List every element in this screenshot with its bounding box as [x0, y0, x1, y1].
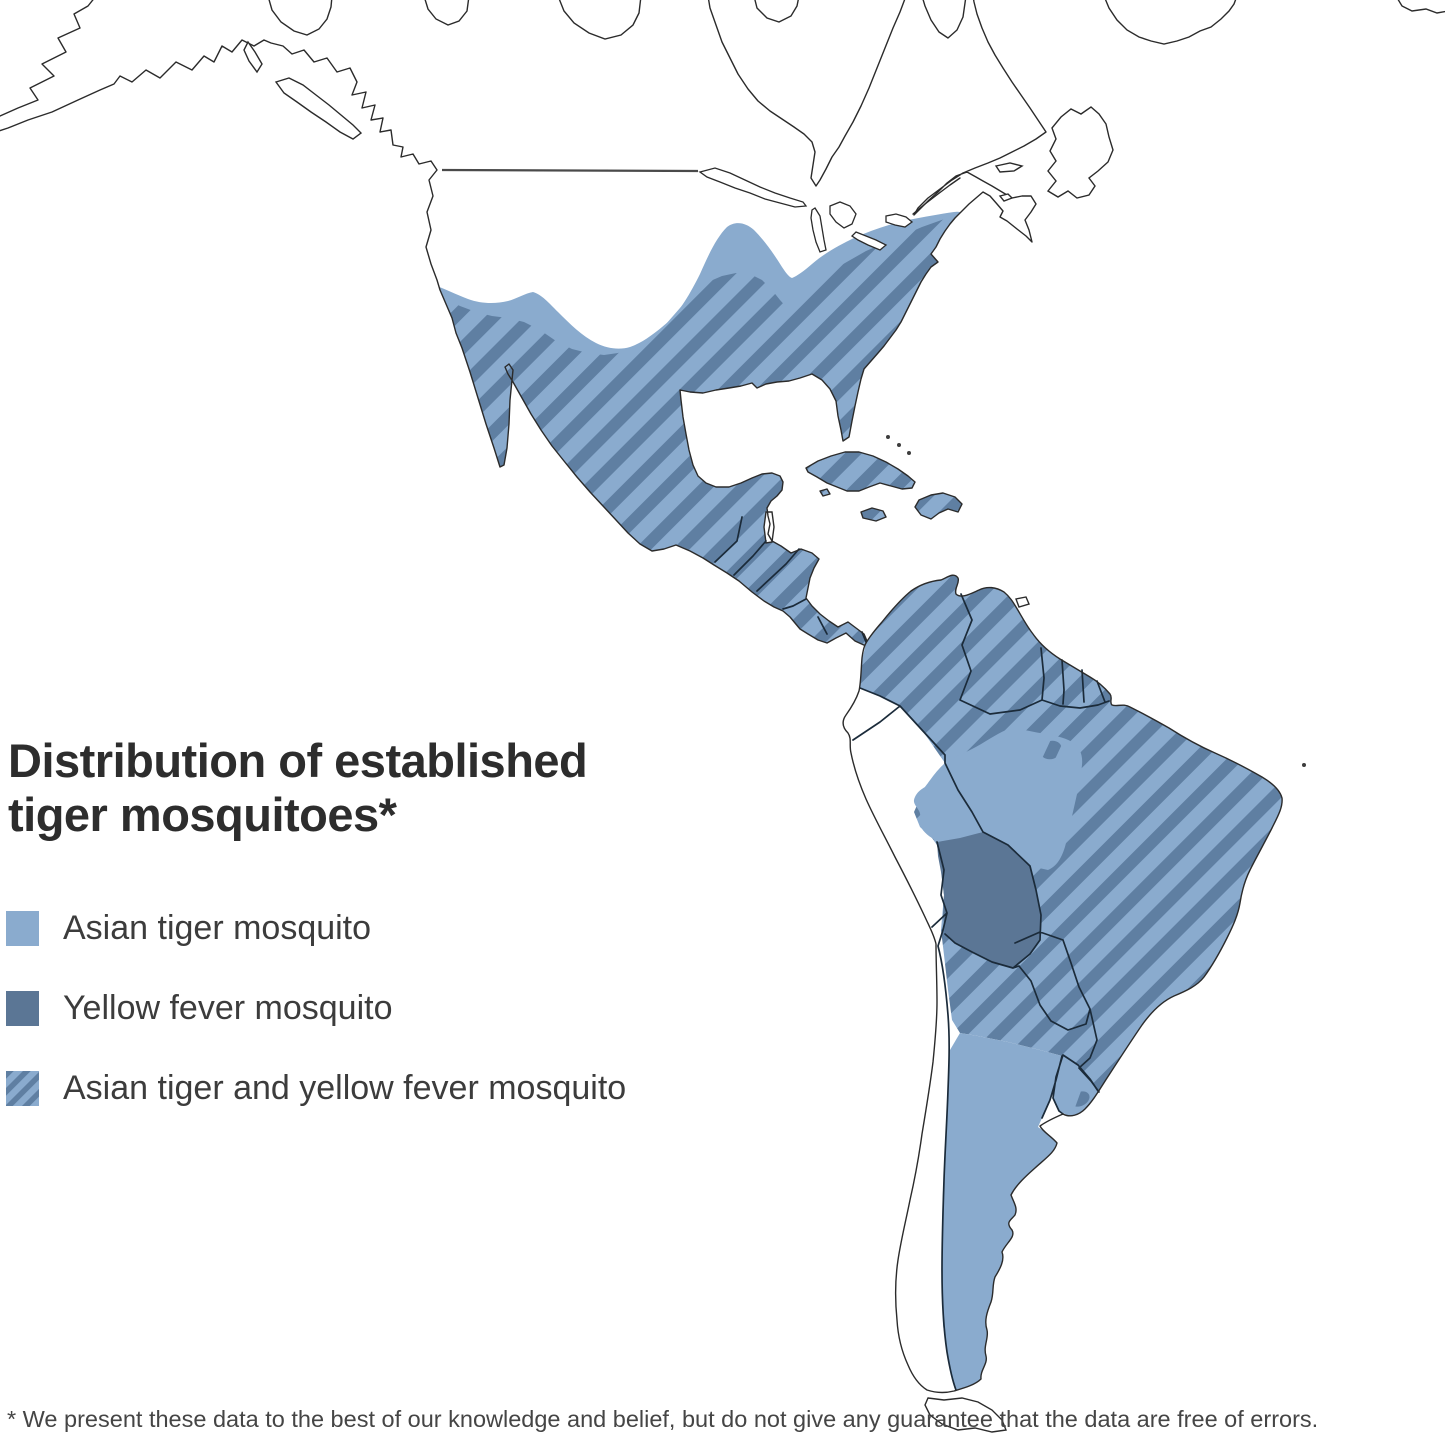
bahamas-islet-1 [886, 435, 890, 439]
lake-ontario [885, 213, 914, 228]
lake-michigan [810, 207, 827, 253]
hatch-hole-in-amazon-blob [1040, 740, 1062, 760]
footnote: * We present these data to the best of o… [7, 1406, 1319, 1432]
legend-item-asian-tiger: Asian tiger mosquito [6, 908, 371, 948]
south-america-country-borders [852, 593, 1110, 1391]
us-canada-border [441, 168, 699, 173]
cuba [805, 451, 916, 492]
bahamas-islet-2 [897, 443, 901, 447]
haida-gwaii [243, 40, 263, 74]
arctic-island-3 [558, 0, 642, 40]
arctic-island-2 [424, 0, 470, 26]
asian-tiger-blob-amazon [913, 728, 1083, 870]
lake-huron [829, 201, 857, 229]
jamaica [860, 507, 887, 522]
fernando-de-noronha-islet [1302, 763, 1306, 767]
great-lakes [698, 167, 914, 253]
yellow-fever-swatch [6, 990, 39, 1026]
greenland-tip [1104, 0, 1237, 45]
isle-of-youth [819, 488, 831, 497]
legend-item-yellow-fever: Yellow fever mosquito [6, 988, 392, 1028]
southampton-island [754, 0, 799, 23]
legend-item-both-species: Asian tiger and yellow fever mosquito [6, 1068, 626, 1108]
bahamas-islet-3 [907, 451, 911, 455]
both-species-swatch [6, 1070, 39, 1106]
vancouver-island [274, 77, 363, 140]
lake-erie [850, 231, 888, 251]
asian-tiger-swatch [6, 910, 39, 946]
asian-tiger-region-argentina [942, 1033, 1062, 1390]
newfoundland [1046, 106, 1114, 199]
title-line-1: Distribution of established [8, 734, 588, 787]
caribbean-islands [805, 451, 963, 522]
yellow-fever-region-bolivia [937, 832, 1041, 968]
prince-edward-island [998, 193, 1014, 202]
trinidad-unshaded [1015, 596, 1030, 608]
hispaniola [914, 492, 963, 520]
lake-superior [698, 167, 808, 208]
st-lawrence-river [912, 177, 961, 215]
tierra-del-fuego [924, 1397, 1007, 1433]
arctic-and-atlantic-islands [243, 0, 1445, 455]
greenland-corner-piece [1397, 0, 1445, 14]
legend-label: Yellow fever mosquito [63, 988, 393, 1027]
arctic-island-1 [268, 0, 333, 36]
hatch-patch-in-uruguay [1070, 1091, 1090, 1107]
title-line-2: tiger mosquitoes* [8, 788, 397, 841]
central-america-borders [714, 516, 869, 648]
anticosti-island [994, 162, 1024, 173]
south-america-distribution [860, 575, 1283, 1390]
both-species-hatch-south-america [860, 575, 1283, 1105]
legend-label: Asian tiger mosquito [63, 908, 372, 947]
legend-label: Asian tiger and yellow fever mosquito [63, 1068, 627, 1107]
page-title: Distribution of established tiger mosqui… [8, 734, 588, 842]
